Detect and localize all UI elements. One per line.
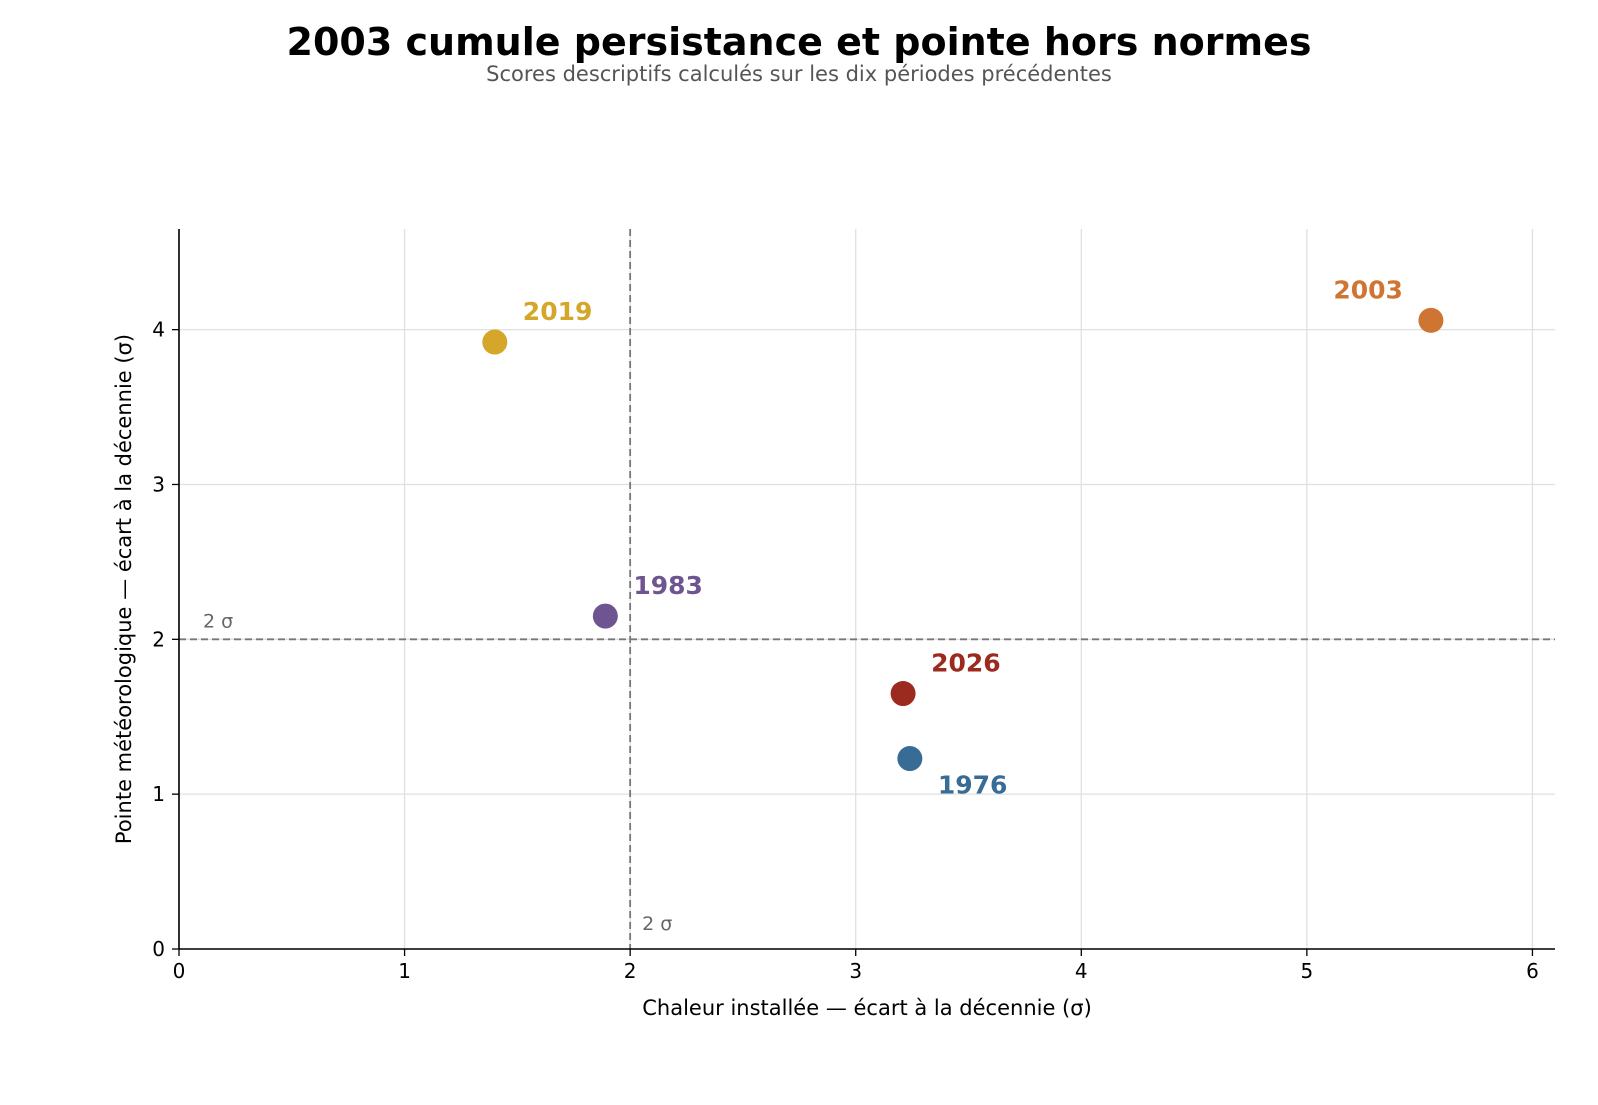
axis-labels: Chaleur installée — écart à la décennie … [112, 334, 1092, 1020]
data-point [897, 746, 923, 772]
data-label: 2019 [523, 297, 593, 326]
data-point [592, 603, 618, 629]
y-tick-label: 2 [152, 627, 165, 651]
y-axis-label: Pointe météorologique — écart à la décen… [112, 334, 136, 844]
y-tick-label: 4 [152, 318, 165, 342]
data-label: 1976 [938, 771, 1008, 800]
axes: 0 1 2 3 4 5 6 0 1 2 3 4 [152, 229, 1555, 983]
data-point [890, 681, 916, 707]
x-tick-label: 6 [1526, 959, 1539, 983]
data-points: 2019 2003 1983 2026 1976 [482, 275, 1444, 800]
y-tick-label: 0 [152, 937, 165, 961]
x-tick-label: 3 [849, 959, 862, 983]
threshold-lines: 2 σ 2 σ [179, 229, 1555, 949]
data-point [482, 329, 508, 355]
chart-title: 2003 cumule persistance et pointe hors n… [286, 20, 1312, 64]
grid-lines [178, 229, 1555, 950]
x-tick-label: 5 [1301, 959, 1314, 983]
x-tick-label: 1 [398, 959, 411, 983]
data-label: 1983 [633, 571, 703, 600]
data-point [1418, 307, 1444, 333]
y-threshold-label: 2 σ [203, 610, 233, 632]
x-tick-label: 0 [173, 959, 186, 983]
x-axis-label: Chaleur installée — écart à la décennie … [642, 996, 1092, 1020]
data-label: 2003 [1333, 275, 1403, 304]
x-tick-label: 2 [624, 959, 637, 983]
y-tick-label: 3 [152, 472, 165, 496]
x-tick-label: 4 [1075, 959, 1088, 983]
y-tick-label: 1 [152, 782, 165, 806]
chart-subtitle: Scores descriptifs calculés sur les dix … [486, 62, 1112, 86]
x-threshold-label: 2 σ [642, 913, 672, 935]
data-label: 2026 [931, 649, 1001, 678]
